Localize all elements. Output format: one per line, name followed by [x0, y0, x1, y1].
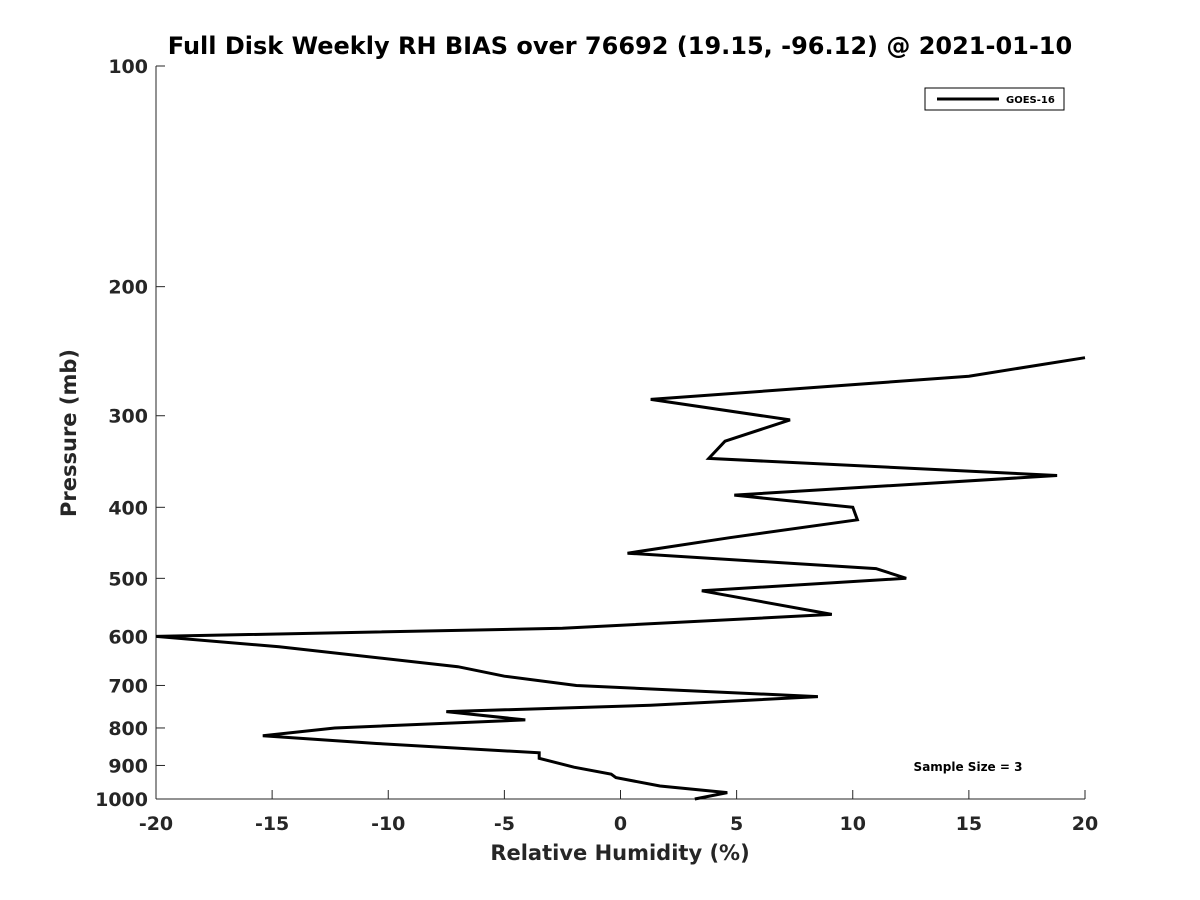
y-tick-label: 400	[108, 497, 148, 519]
y-tick-label: 900	[108, 755, 148, 777]
y-tick-label: 700	[108, 675, 148, 697]
x-tick-label: -10	[371, 813, 405, 835]
y-tick-label: 1000	[95, 789, 148, 811]
y-tick-label: 300	[108, 406, 148, 428]
legend-label-goes16: GOES-16	[1006, 95, 1055, 106]
x-tick-label: -15	[255, 813, 289, 835]
chart-title: Full Disk Weekly RH BIAS over 76692 (19.…	[168, 32, 1072, 60]
legend: GOES-16	[924, 87, 1065, 111]
axes	[155, 66, 1085, 800]
y-tick-label: 800	[108, 718, 148, 740]
ticks: -20 -15 -10 -5 0 5 10 15 20 100 200 300 400 500 600 700…	[95, 56, 1098, 835]
y-axis-label: Pressure (mb)	[57, 349, 81, 517]
x-tick-label: 10	[840, 813, 866, 835]
x-tick-label: 0	[614, 813, 627, 835]
y-tick-label: 500	[108, 568, 148, 590]
x-tick-label: 20	[1072, 813, 1098, 835]
series-line-goes-16	[155, 356, 1086, 801]
x-tick-label: 15	[956, 813, 982, 835]
series-layer	[155, 356, 1086, 801]
y-tick-label: 600	[108, 626, 148, 648]
x-axis-label: Relative Humidity (%)	[490, 841, 749, 865]
x-tick-label: 5	[730, 813, 743, 835]
x-tick-label: -5	[494, 813, 515, 835]
x-tick-label: -20	[139, 813, 173, 835]
y-tick-label: 100	[108, 56, 148, 78]
sample-size-annotation: Sample Size = 3	[914, 760, 1023, 774]
y-tick-label: 200	[108, 277, 148, 299]
